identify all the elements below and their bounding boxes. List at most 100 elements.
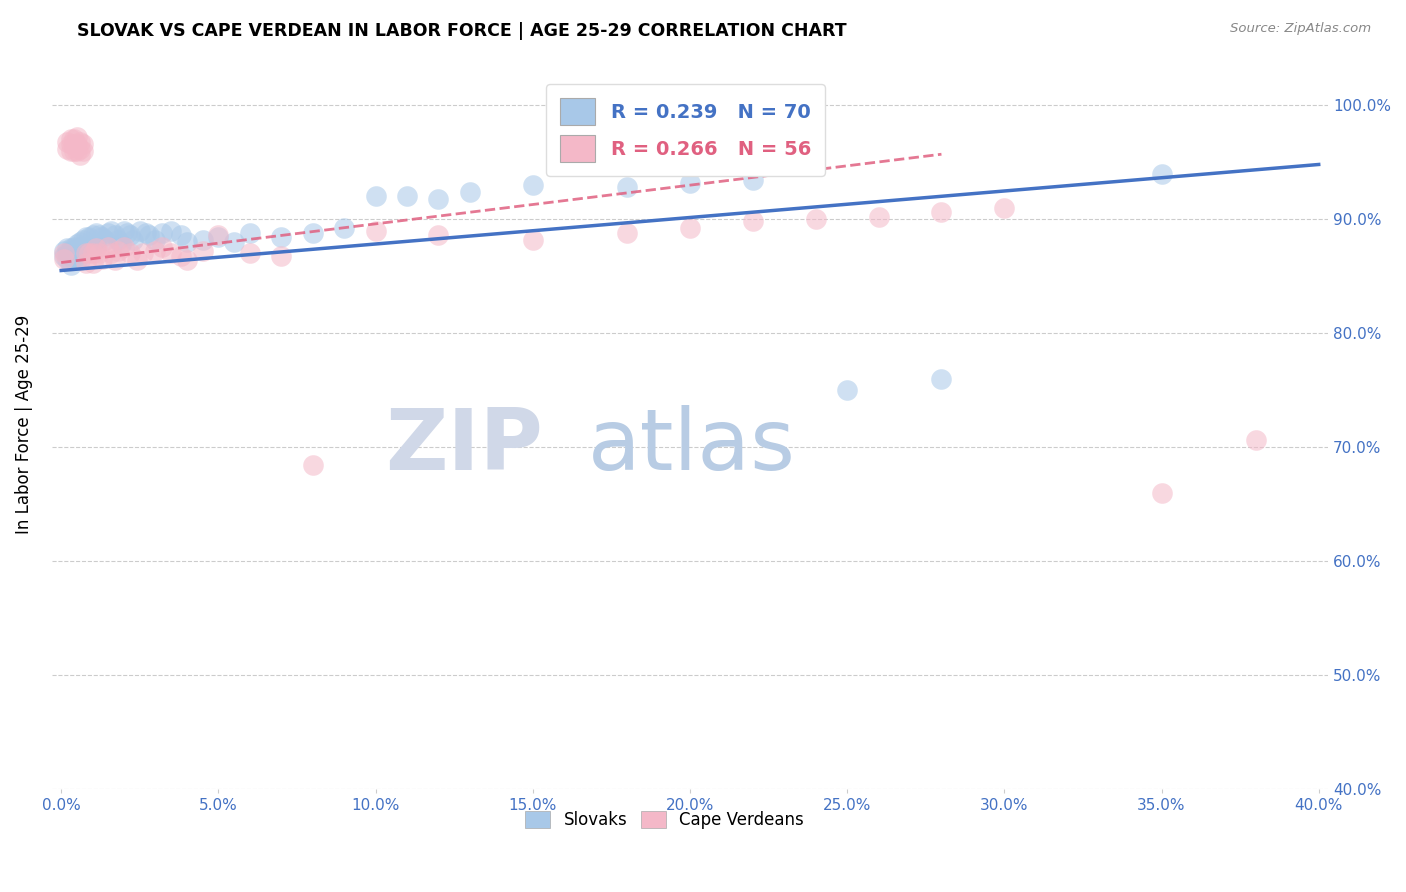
Point [75, 255, 97, 269]
Point [66, 246, 89, 260]
Point [150, 239, 173, 253]
Point [97, 226, 120, 240]
Point [145, 233, 167, 247]
Point [115, 226, 138, 240]
Point [169, 228, 191, 243]
Point [69, 253, 91, 268]
Point [176, 253, 198, 268]
Point [69, 142, 91, 156]
Point [56, 252, 79, 266]
Point [239, 226, 262, 240]
Point [191, 233, 214, 247]
Point [160, 224, 183, 238]
Point [66, 242, 89, 256]
Point [94, 233, 117, 247]
Point [53, 244, 76, 259]
Point [616, 226, 638, 240]
Point [804, 212, 827, 227]
Point [79, 246, 101, 260]
Point [207, 230, 229, 244]
Point [1150, 167, 1173, 181]
Point [56, 135, 79, 149]
Point [931, 205, 953, 219]
Point [72, 233, 94, 247]
Point [56, 246, 79, 260]
Point [62, 132, 84, 146]
Point [82, 246, 104, 260]
Point [87, 228, 110, 243]
Point [59, 249, 82, 263]
Point [100, 246, 122, 260]
Text: ZIP: ZIP [385, 405, 543, 488]
Point [270, 230, 292, 244]
Point [222, 235, 245, 249]
Point [104, 253, 127, 268]
Point [122, 233, 145, 247]
Point [56, 142, 79, 156]
Point [160, 246, 183, 260]
Point [62, 138, 84, 153]
Point [112, 239, 135, 253]
Point [191, 244, 214, 259]
Point [741, 173, 763, 187]
Point [59, 144, 82, 158]
Point [107, 244, 129, 259]
Point [84, 241, 107, 255]
Point [270, 249, 292, 263]
Point [62, 239, 84, 253]
Point [66, 237, 89, 252]
Point [97, 239, 120, 253]
Point [66, 136, 89, 151]
Point [84, 226, 107, 240]
Point [75, 246, 97, 260]
Point [75, 239, 97, 253]
Point [82, 255, 104, 269]
Point [62, 244, 84, 259]
Point [91, 230, 114, 244]
Point [427, 192, 450, 206]
Point [135, 226, 157, 240]
Point [59, 241, 82, 255]
Point [69, 235, 91, 249]
Point [79, 230, 101, 244]
Point [87, 246, 110, 260]
Point [69, 239, 91, 253]
Point [53, 249, 76, 263]
Point [120, 246, 142, 260]
Text: SLOVAK VS CAPE VERDEAN IN LABOR FORCE | AGE 25-29 CORRELATION CHART: SLOVAK VS CAPE VERDEAN IN LABOR FORCE | … [77, 22, 846, 40]
Point [1244, 434, 1267, 448]
Point [120, 228, 142, 243]
Point [128, 224, 150, 238]
Point [333, 221, 356, 235]
Point [522, 233, 544, 247]
Point [138, 228, 160, 243]
Point [91, 252, 114, 266]
Point [82, 228, 104, 243]
Point [125, 253, 148, 268]
Point [395, 189, 418, 203]
Point [522, 178, 544, 192]
Text: atlas: atlas [588, 405, 796, 488]
Point [69, 135, 91, 149]
Point [931, 372, 953, 386]
Point [207, 228, 229, 243]
Point [616, 180, 638, 194]
Point [62, 253, 84, 268]
Point [301, 458, 323, 473]
Point [679, 221, 702, 235]
Point [59, 132, 82, 146]
Point [427, 228, 450, 243]
Point [110, 237, 132, 252]
Point [301, 226, 323, 240]
Point [458, 185, 481, 199]
Text: Source: ZipAtlas.com: Source: ZipAtlas.com [1230, 22, 1371, 36]
Point [364, 224, 387, 238]
Point [145, 244, 167, 259]
Point [62, 144, 84, 158]
Point [56, 241, 79, 255]
Point [59, 258, 82, 272]
Point [993, 201, 1015, 215]
Point [72, 136, 94, 151]
Point [59, 136, 82, 151]
Point [62, 249, 84, 263]
